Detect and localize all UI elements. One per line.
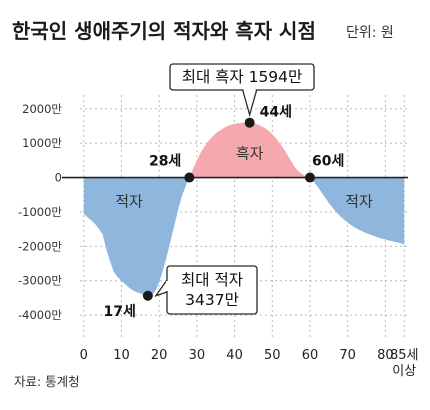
- callout-text-1-0: 최대 적자: [181, 271, 243, 289]
- y-tick-labels: 2000만 1000만 0 -1000만 -2000만 -3000만 -4000만: [18, 102, 62, 322]
- marker-label-0: 17세: [103, 304, 135, 320]
- region-label-2: 적자: [345, 193, 373, 211]
- region-label-1: 흑자: [236, 144, 264, 162]
- x-tick-label-7: 70: [339, 348, 356, 363]
- marker-label-2: 44세: [260, 105, 292, 121]
- y-tick-label-4: -2000만: [18, 239, 62, 253]
- x-tick-label-1: 10: [113, 348, 130, 363]
- y-tick-label-5: -3000만: [18, 274, 62, 288]
- y-tick-label-6: -4000만: [18, 308, 62, 322]
- chart-title: 한국인 생애주기의 적자와 흑자 시점: [12, 19, 316, 43]
- x-tick-label-3: 30: [189, 348, 206, 363]
- markers: 17세 28세 44세 60세: [103, 105, 344, 320]
- callout-text-0-0: 최대 흑자 1594만: [182, 68, 303, 86]
- y-tick-label-0: 2000만: [22, 102, 62, 116]
- x-tick-label-4: 40: [226, 348, 243, 363]
- deficit-area-2: [309, 177, 405, 245]
- deficit-area-0: [83, 177, 190, 296]
- x-tick-label-0: 0: [80, 348, 88, 363]
- callout-box-0: [169, 63, 315, 91]
- marker-label-1: 28세: [149, 154, 181, 170]
- x-tick-label-6: 60: [302, 348, 319, 363]
- x-tick-label-last-0: 85세: [390, 348, 419, 363]
- x-tick-label-2: 20: [151, 348, 168, 363]
- area-fills: [83, 122, 405, 296]
- x-tick-label-5: 50: [264, 348, 281, 363]
- chart-unit: 단위: 원: [346, 25, 394, 41]
- y-tick-label-2: 0: [55, 171, 62, 185]
- marker-dot-3: [304, 172, 315, 183]
- y-tick-label-1: 1000만: [22, 136, 62, 150]
- region-label-0: 적자: [115, 193, 143, 211]
- y-tick-label-3: -1000만: [18, 205, 62, 219]
- callout-joint-0: [243, 88, 256, 91]
- marker-dot-1: [184, 172, 195, 183]
- x-tick-label-8: 80: [377, 348, 394, 363]
- callout-joint-1: [166, 281, 169, 291]
- source-note: 자료: 통계청: [14, 374, 80, 389]
- marker-label-3: 60세: [312, 154, 344, 170]
- callout-text-1-1: 3437만: [185, 291, 239, 309]
- callout-pointer-0: [241, 89, 258, 118]
- x-tick-label-last-1: 이상: [392, 364, 416, 379]
- surplus-area-1: [189, 122, 310, 178]
- marker-dot-2: [244, 117, 255, 128]
- marker-dot-0: [142, 290, 153, 301]
